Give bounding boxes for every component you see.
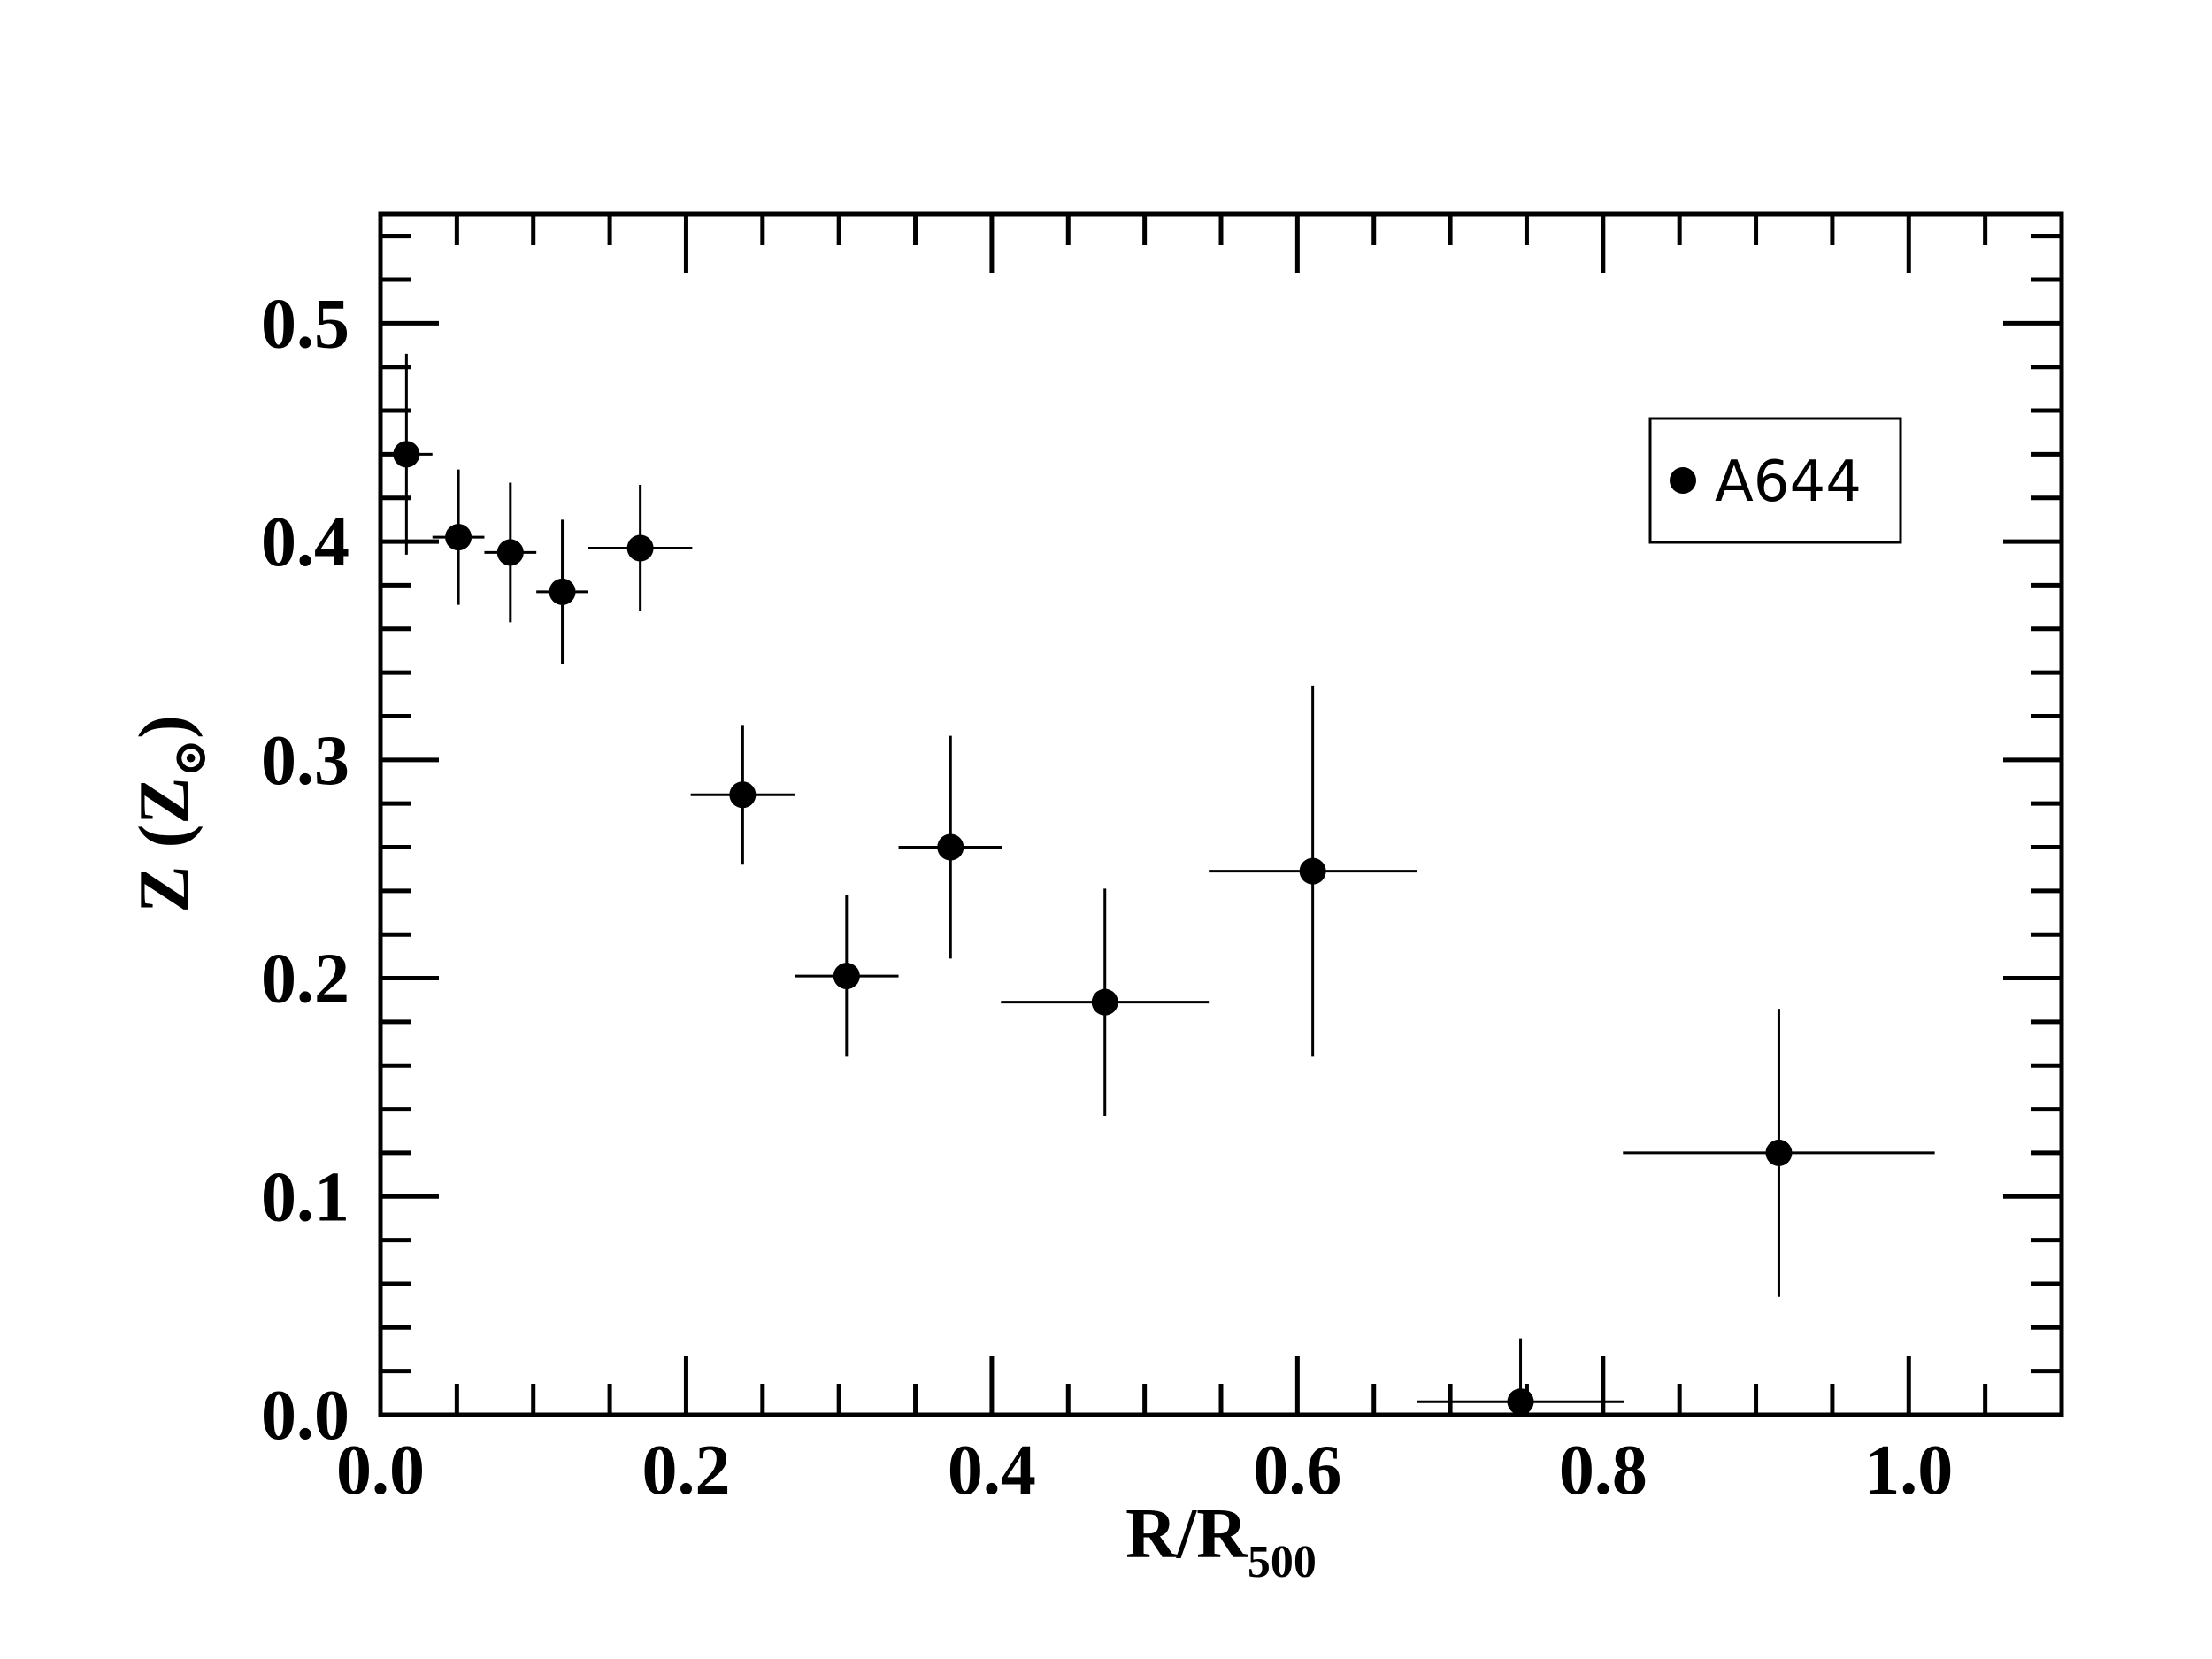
data-point <box>1765 1139 1793 1166</box>
data-point <box>496 539 524 566</box>
x-axis-title: R/R500 <box>1125 1495 1317 1587</box>
legend-marker <box>1670 467 1696 494</box>
y-tick-label: 0.1 <box>261 1158 349 1236</box>
x-axis-title-main: R/R <box>1125 1495 1248 1573</box>
legend: A644 <box>1648 417 1902 544</box>
data-point <box>937 833 964 861</box>
y-axis-title: Z (Z⊙) <box>126 715 216 913</box>
y-tick-label: 0.5 <box>261 285 349 363</box>
data-point <box>393 441 420 468</box>
x-axis-title-sub: 500 <box>1248 1537 1317 1587</box>
data-point <box>833 963 860 990</box>
data-point <box>549 578 576 605</box>
x-tick-label: 0.2 <box>641 1432 730 1509</box>
legend-label: A644 <box>1715 449 1862 515</box>
y-tick-label: 0.0 <box>261 1377 349 1455</box>
data-point <box>729 781 757 809</box>
y-axis-title-main: Z (Z <box>126 777 204 912</box>
x-tick-label: 0.8 <box>1559 1432 1647 1509</box>
y-tick-label: 0.3 <box>261 722 349 800</box>
plot-frame <box>378 211 2064 1417</box>
x-tick-label: 0.6 <box>1253 1432 1341 1509</box>
data-point <box>1507 1388 1534 1416</box>
data-points <box>393 441 1793 1416</box>
tick-labels: 0.0 0.2 0.4 0.6 0.8 1.0 0.0 0.1 0.2 0.3 0.4 0.5 <box>261 285 1953 1509</box>
y-tick-label: 0.4 <box>261 503 349 581</box>
data-point <box>445 524 472 551</box>
data-point <box>1091 988 1118 1016</box>
data-point <box>1299 857 1326 885</box>
tick-marks <box>378 214 2064 1417</box>
y-axis-title-close: ) <box>126 715 204 739</box>
y-axis-title-sub: ⊙ <box>165 739 216 778</box>
x-tick-label: 1.0 <box>1864 1432 1953 1509</box>
x-tick-label: 0.4 <box>948 1432 1036 1509</box>
data-point <box>626 534 654 562</box>
y-tick-label: 0.2 <box>261 941 349 1018</box>
x-tick-label: 0.0 <box>336 1432 425 1509</box>
